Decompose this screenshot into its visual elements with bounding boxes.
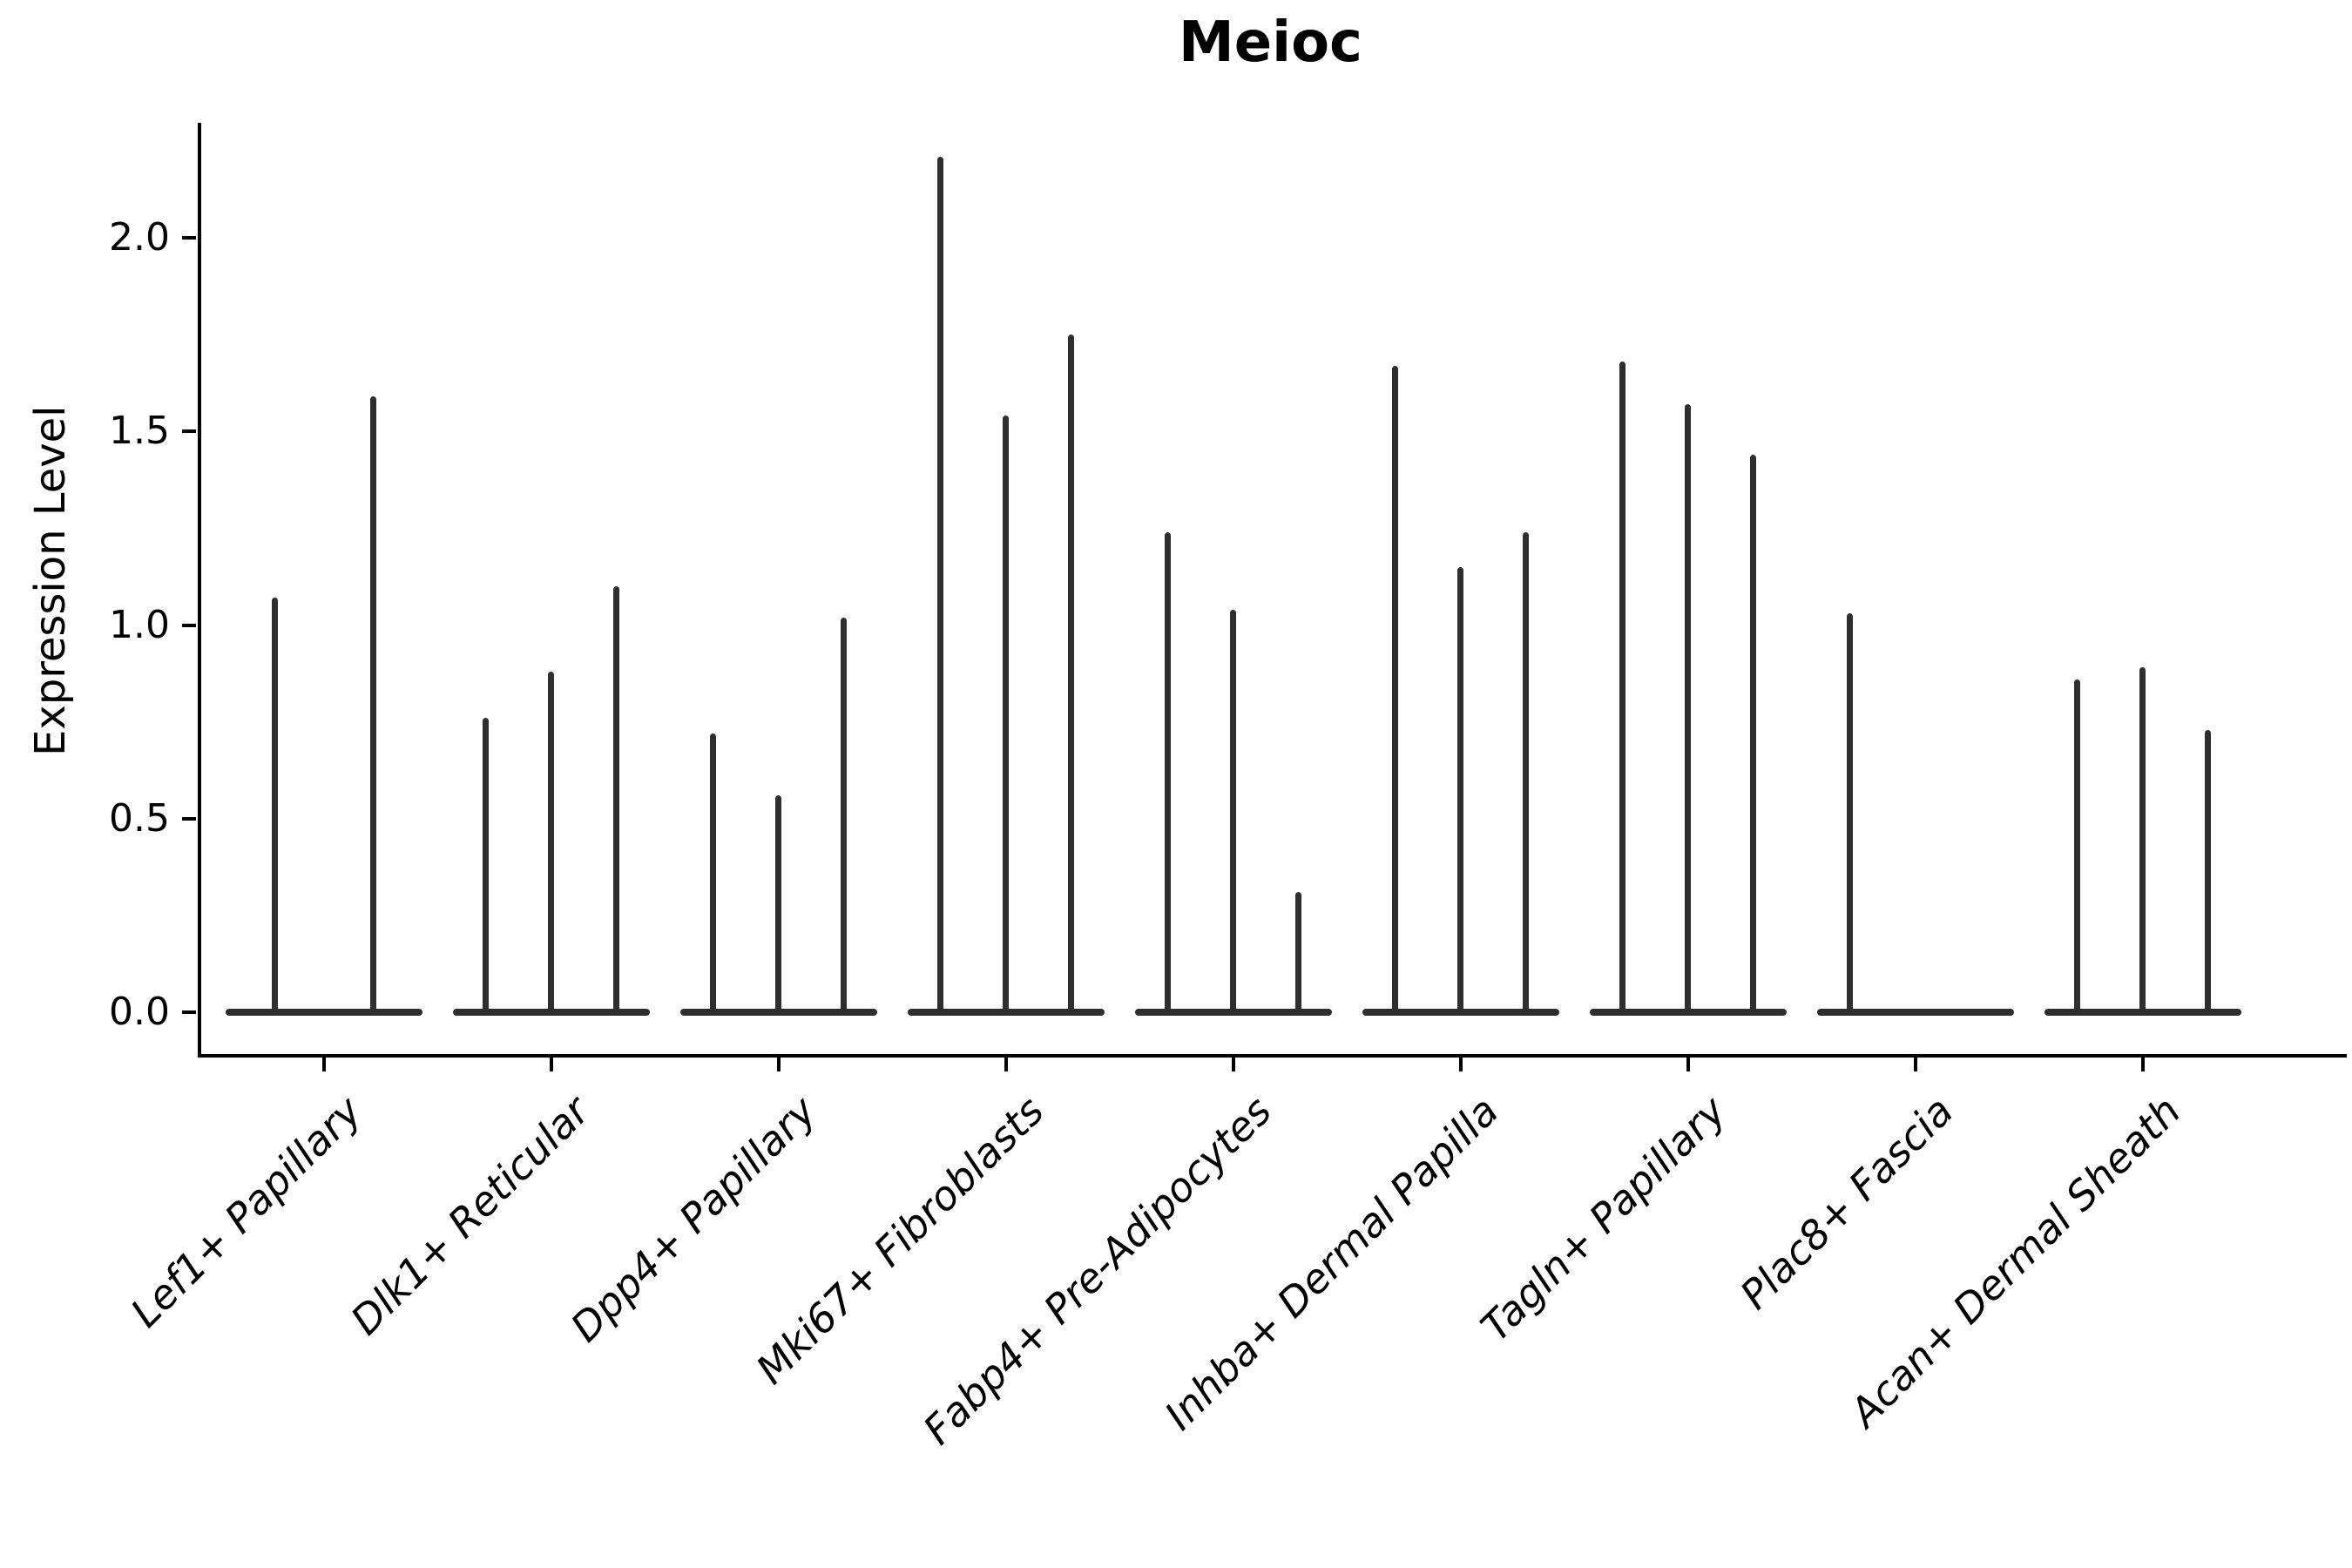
violin-spike	[482, 718, 489, 1015]
violin-spike	[841, 617, 848, 1015]
x-axis-tick	[776, 1058, 781, 1071]
x-axis-tick	[1913, 1058, 1917, 1071]
y-axis-label: Expression Level	[26, 405, 75, 756]
y-axis-tick	[182, 1010, 196, 1014]
violin-spike	[1457, 566, 1463, 1015]
violin-spike	[1230, 609, 1236, 1015]
x-axis-tick	[1458, 1058, 1463, 1071]
violin-spike	[2205, 729, 2212, 1015]
violin-spike	[1619, 362, 1625, 1015]
x-axis-tick	[2140, 1058, 2145, 1071]
violin-spike	[613, 586, 620, 1015]
violin-spike	[709, 733, 716, 1015]
x-axis-tick	[1686, 1058, 1690, 1071]
violin-spike	[1295, 892, 1302, 1015]
x-tick-label: Lef1+ Papillary	[121, 1087, 371, 1336]
y-tick-label: 1.5	[109, 409, 170, 454]
violin-spike	[2073, 679, 2080, 1015]
x-axis-tick	[549, 1058, 553, 1071]
violin-spike	[1523, 531, 1530, 1015]
violin-spike	[1003, 416, 1009, 1015]
chart-title: Meioc	[1179, 10, 1362, 75]
violin-spike	[775, 795, 781, 1015]
violin-spike	[1068, 335, 1075, 1015]
violin-spike	[1391, 365, 1398, 1015]
violin-spike	[271, 598, 278, 1015]
x-tick-label: Dpp4+ Papillary	[562, 1087, 826, 1351]
y-tick-label: 0.0	[109, 990, 170, 1034]
violin-baseline	[1816, 1009, 2014, 1016]
y-tick-label: 2.0	[109, 215, 170, 260]
y-axis-tick	[182, 816, 196, 821]
x-axis-tick	[1004, 1058, 1008, 1071]
violin-spike	[1685, 404, 1691, 1015]
y-tick-label: 1.0	[109, 602, 170, 647]
violin-spike	[1846, 613, 1853, 1015]
y-axis-tick	[182, 236, 196, 240]
x-tick-label: Dlk1+ Reticular	[341, 1087, 598, 1344]
plot-area	[198, 123, 2347, 1058]
x-axis-tick	[1231, 1058, 1235, 1071]
violin-spike	[1164, 531, 1171, 1015]
y-tick-label: 0.5	[109, 795, 170, 841]
x-tick-label: Plac8+ Fascia	[1731, 1087, 1963, 1319]
x-tick-label: Tagln+ Papillary	[1471, 1087, 1735, 1351]
violin-spike	[2139, 667, 2146, 1015]
violin-baseline	[225, 1009, 422, 1016]
y-axis-tick	[182, 623, 196, 627]
violin-spike	[936, 156, 943, 1015]
x-axis-tick	[321, 1058, 326, 1071]
violin-spike	[548, 671, 554, 1015]
violin-spike	[369, 396, 376, 1015]
violin-spike	[1750, 454, 1757, 1015]
y-axis-tick	[182, 429, 196, 434]
